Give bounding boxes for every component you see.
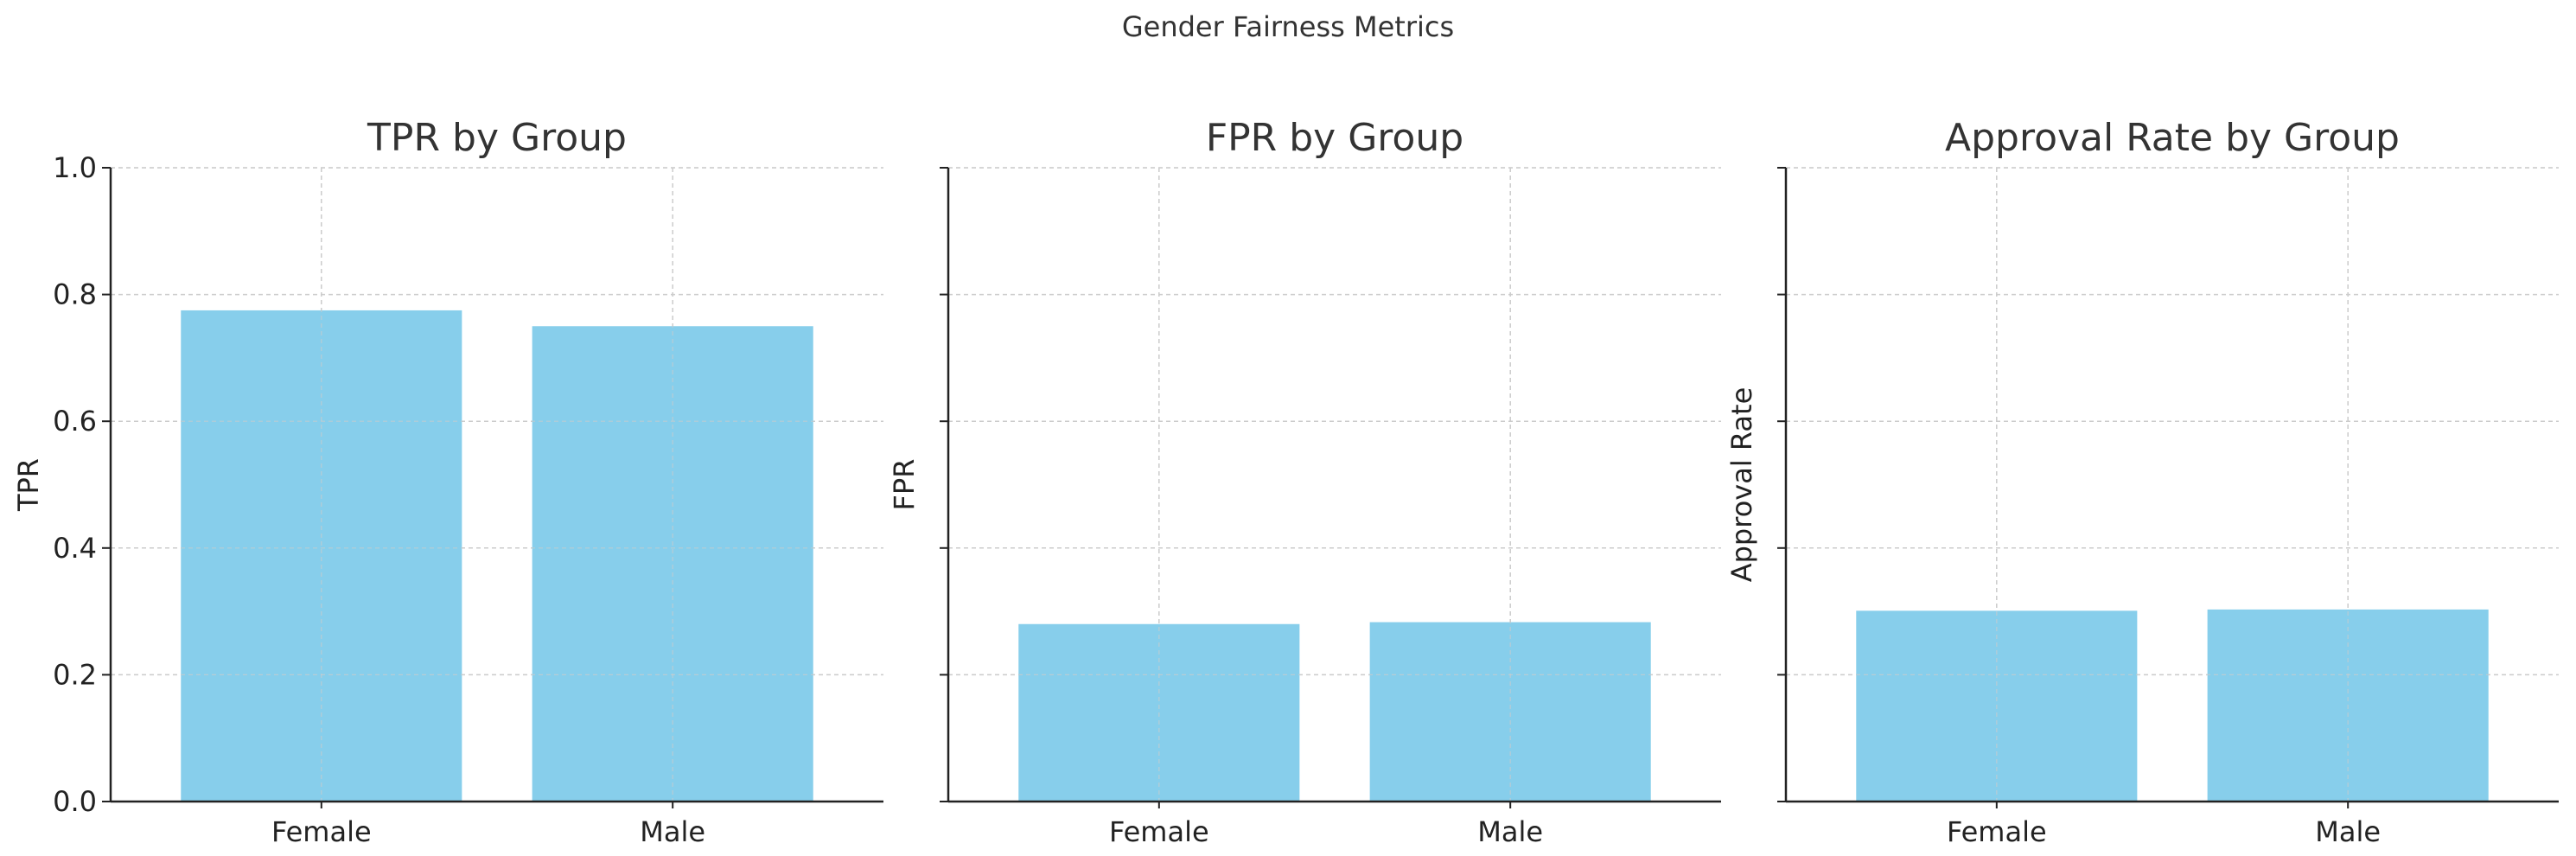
y-tick-label: 1.0 [53,151,97,184]
x-tick-label: Female [1109,815,1209,848]
subplot-2: Female Male FPR by Group FPR [888,116,1721,848]
y-tick-label: 0.0 [53,785,97,818]
y-axis-label: FPR [888,459,921,511]
y-axis-label: TPR [12,458,45,512]
bar-female [181,310,462,802]
y-axis-label: Approval Rate [1725,387,1758,583]
subplot-title: Approval Rate by Group [1945,116,2400,160]
y-tick-label: 0.4 [53,532,97,565]
y-tick-label: 0.6 [53,405,97,438]
x-tick-label: Male [2315,815,2381,848]
subplot-title: TPR by Group [367,116,627,160]
x-tick-label: Female [1947,815,2047,848]
bar-male [1369,622,1651,802]
x-tick-label: Female [271,815,372,848]
x-tick-label: Male [640,815,705,848]
y-tick-label: 0.8 [53,278,97,311]
subplot-3: Female Male Approval Rate by Group Approval… [1725,116,2559,848]
x-tick-label: Male [1477,815,1543,848]
subplot-title: FPR by Group [1206,116,1463,160]
subplot-1: 0.0 0.2 0.4 0.6 0.8 1.0 Female Male TPR by Group… [12,116,883,848]
figure-title: Gender Fairness Metrics [1121,10,1455,43]
y-tick-label: 0.2 [53,658,97,691]
